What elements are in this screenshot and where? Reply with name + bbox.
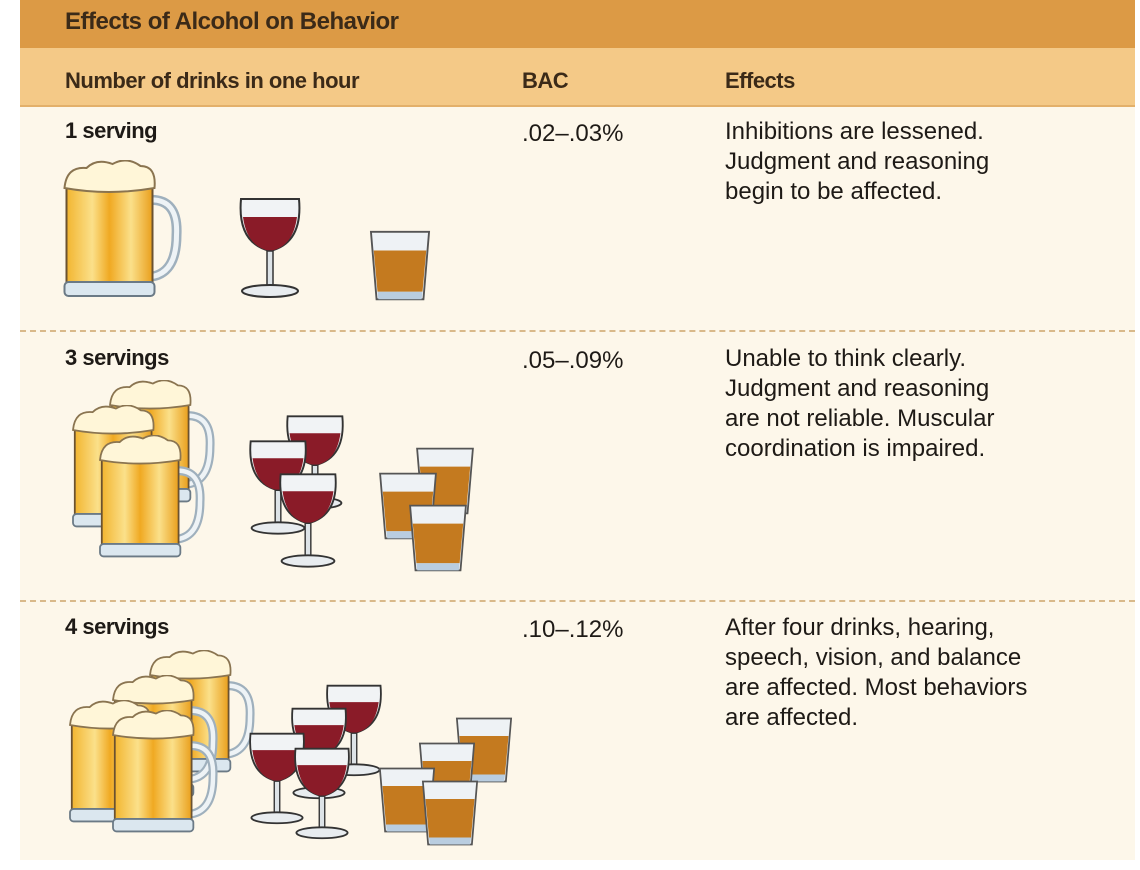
effects-line: Inhibitions are lessened.: [725, 118, 984, 145]
servings: 1 serving: [65, 118, 158, 143]
servings: 4 servings: [65, 614, 169, 639]
title-band: [20, 0, 1135, 48]
effects-line: are affected.: [725, 704, 858, 731]
effects-line: Judgment and reasoning: [725, 148, 990, 175]
bac-range: .10–.12%: [522, 616, 624, 643]
effects-line: are affected. Most behaviors: [725, 674, 1028, 701]
bac-range: .05–.09%: [522, 347, 624, 374]
effects-line: speech, vision, and balance: [725, 644, 1022, 671]
effects: After four drinks, hearing, speech, visio…: [725, 613, 1027, 733]
bac-range: .02–.03%: [522, 120, 624, 147]
servings: 3 servings: [65, 345, 169, 370]
table-title: Effects of Alcohol on Behavior: [65, 8, 399, 35]
effects-line: begin to be affected.: [725, 178, 943, 205]
effects: Unable to think clearly. Judgment and rea…: [725, 344, 994, 464]
row-band: [20, 107, 1135, 332]
row-1-drinks: [65, 160, 431, 301]
effects-line: After four drinks, hearing,: [725, 614, 995, 641]
effects-line: Judgment and reasoning: [725, 375, 990, 402]
column-header: Effects: [725, 68, 795, 93]
row-3-drinks: [73, 380, 474, 572]
effects-line: are not reliable. Muscular: [725, 405, 995, 432]
row-4-drinks: [70, 650, 513, 846]
column-header-band: [20, 48, 1135, 107]
effects-line: coordination is impaired.: [725, 435, 986, 462]
effects: Inhibitions are lessened. Judgment and re…: [725, 117, 989, 207]
effects-line: Unable to think clearly.: [725, 345, 967, 372]
column-header: Number of drinks in one hour: [65, 68, 360, 93]
column-header: BAC: [522, 68, 569, 93]
